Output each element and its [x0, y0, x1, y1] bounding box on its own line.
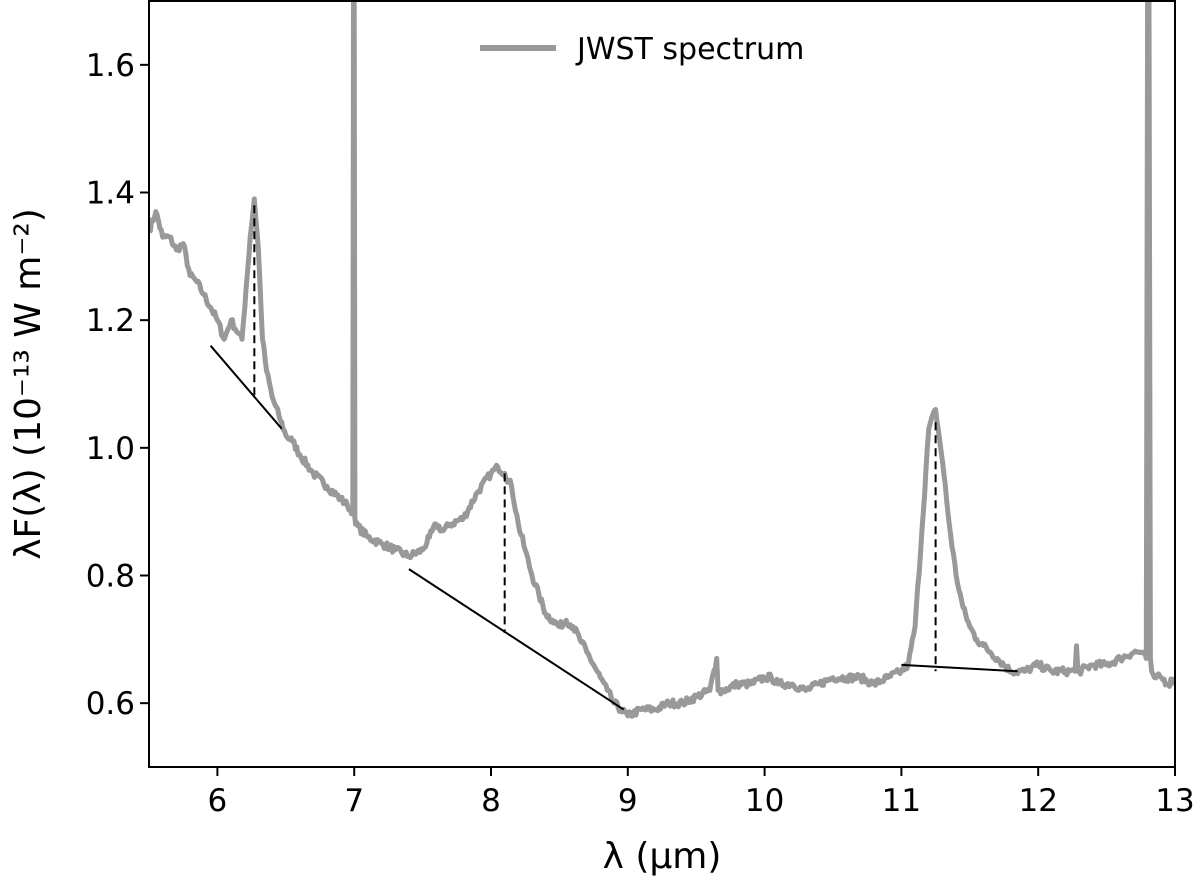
series-line-jwst-spectrum — [149, 1, 1175, 719]
x-tick-label-13: 13 — [1155, 783, 1194, 819]
continuum-line-1 — [209, 345, 283, 430]
plot-clip-group — [149, 1, 1175, 719]
x-tick-label-8: 8 — [481, 783, 501, 819]
x-tick-label-9: 9 — [618, 783, 638, 819]
y-tick-label-1.6: 1.6 — [86, 48, 135, 84]
y-axis-ticks: 0.6 0.8 1.0 1.2 1.4 1.6 — [86, 48, 149, 722]
legend-label: JWST spectrum — [575, 32, 804, 67]
y-tick-label-0.8: 0.8 — [86, 559, 135, 595]
x-axis-label: λ (μm) — [603, 836, 722, 877]
x-tick-label-11: 11 — [882, 783, 921, 819]
continuum-line-3 — [901, 663, 1018, 673]
y-tick-label-1.4: 1.4 — [86, 176, 135, 212]
plot-frame — [148, 0, 1176, 768]
x-tick-label-10: 10 — [745, 783, 784, 819]
y-tick-label-0.6: 0.6 — [86, 686, 135, 722]
y-axis-label: λF(λ) (10⁻¹³ W m⁻²) — [8, 208, 49, 560]
continuum-line-2 — [408, 568, 625, 711]
legend: JWST spectrum — [480, 32, 804, 67]
x-tick-label-12: 12 — [1018, 783, 1057, 819]
y-tick-label-1: 1.0 — [86, 431, 135, 467]
x-tick-label-6: 6 — [208, 783, 228, 819]
y-tick-label-1.2: 1.2 — [86, 303, 135, 339]
x-tick-label-7: 7 — [344, 783, 364, 819]
x-axis-ticks: 6 7 8 9 10 11 12 13 — [208, 767, 1195, 819]
plot-area — [149, 1, 1175, 719]
